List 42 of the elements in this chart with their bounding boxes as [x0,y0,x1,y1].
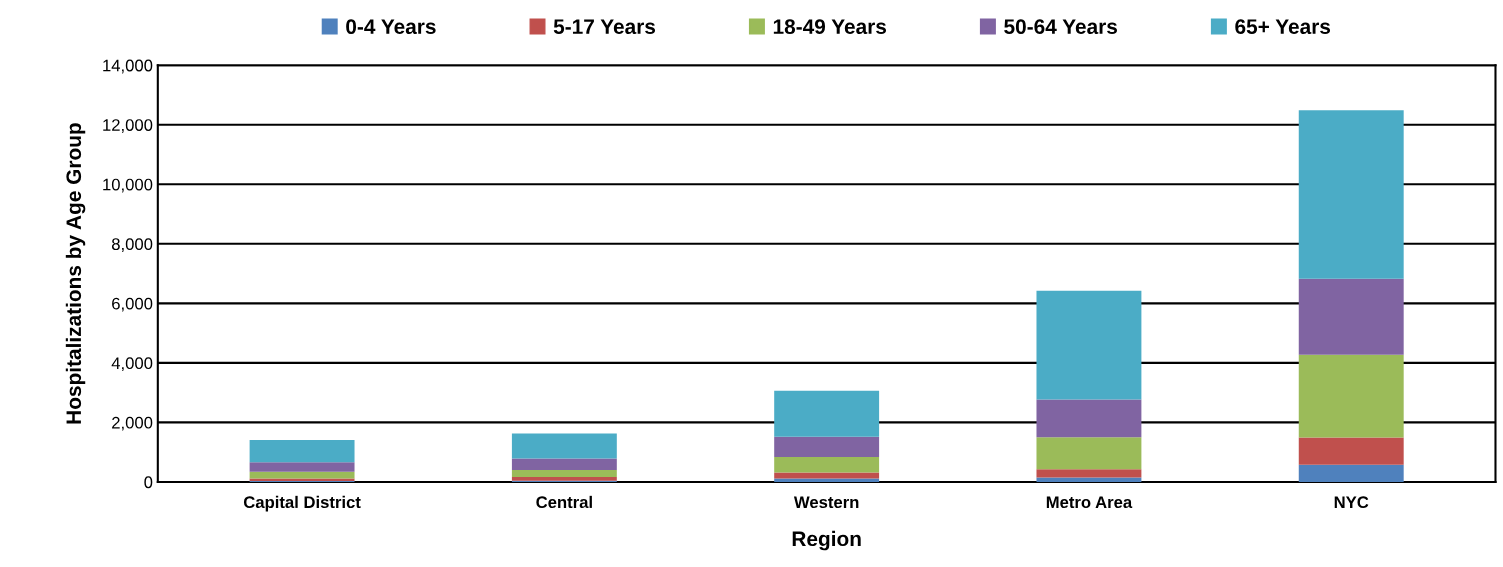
y-tick-label: 12,000 [103,119,153,133]
bar [511,470,617,477]
y-tick-label: 0 [144,476,153,489]
x-tick-label: Central [536,495,592,509]
y-tick-label: 8,000 [111,238,153,252]
bar [774,456,880,473]
x-tick-label: Capital District [243,495,361,512]
legend-label: 5-17 Years [553,19,656,34]
bar [1036,399,1142,438]
legend-label: 0-4 Years [346,19,436,34]
bar [1298,354,1404,438]
bar [249,439,355,463]
bar [249,462,355,472]
bar [774,472,880,479]
bar [1036,469,1142,478]
bar [511,433,617,459]
bar [774,436,880,457]
y-tick-label: 6,000 [112,297,153,312]
bar [1298,437,1404,465]
bar [1298,464,1404,482]
x-tick-label: Western [793,496,859,509]
y-tick-label: 10,000 [103,178,153,193]
legend-label: 50-64 Years [1004,19,1117,34]
y-tick-label: 4,000 [111,357,153,372]
y-axis-title: Hospitalizations by Age Group [65,123,86,424]
x-axis-title: Region [792,530,861,551]
bar [1298,110,1404,279]
bar [1298,278,1404,355]
x-tick-label: NYC [1334,496,1369,509]
legend-label: 18-49 Years [773,19,887,34]
x-tick-label: Metro Area [1046,496,1133,509]
bar [511,476,617,481]
bar [511,458,617,471]
bar [1036,477,1142,482]
bar [1036,437,1142,470]
bar [774,390,880,437]
legend-label: 65+ Years [1235,19,1331,34]
y-tick-label: 14,000 [103,59,153,74]
bar [1036,290,1142,400]
bar [774,478,880,482]
y-tick-label: 2,000 [112,416,153,431]
bar [249,471,355,479]
